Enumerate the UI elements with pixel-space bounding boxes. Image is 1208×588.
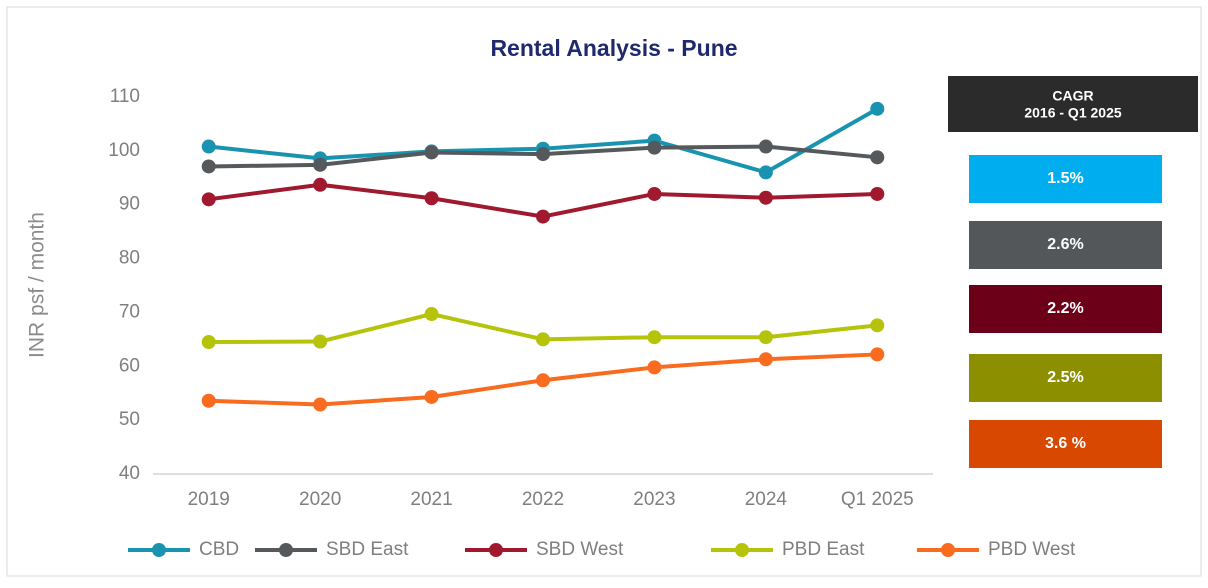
cagr-header: [948, 76, 1198, 132]
x-tick-label: 2020: [299, 489, 341, 510]
chart-title: Rental Analysis - Pune: [490, 35, 737, 61]
data-point: [424, 191, 439, 206]
data-point: [201, 335, 216, 350]
y-tick-label: 70: [119, 301, 140, 322]
data-point: [313, 397, 328, 412]
cagr-title: 2016 - Q1 2025: [1024, 105, 1122, 121]
x-tick-label: 2021: [410, 489, 452, 510]
legend-label: SBD East: [326, 539, 409, 560]
data-point: [201, 393, 216, 408]
data-point: [536, 373, 550, 388]
data-point: [647, 140, 662, 155]
legend-label: PBD East: [782, 539, 865, 560]
cagr-value: 1.5%: [1047, 170, 1083, 187]
data-point: [870, 318, 885, 333]
data-point: [313, 177, 328, 192]
y-tick-label: 110: [110, 86, 140, 107]
data-point: [647, 186, 662, 201]
data-point: [758, 165, 773, 180]
legend-marker: [152, 543, 166, 557]
data-point: [424, 145, 439, 160]
data-point: [201, 139, 216, 154]
x-tick-label: Q1 2025: [841, 489, 914, 510]
cagr-box: [969, 221, 1162, 269]
y-axis-label: INR psf / month: [26, 212, 49, 358]
cagr-value: 3.6 %: [1045, 435, 1086, 452]
data-point: [424, 389, 439, 404]
data-point: [870, 186, 885, 201]
cagr-value: 2.5%: [1047, 369, 1083, 386]
cagr-box: [969, 285, 1162, 333]
legend-label: PBD West: [988, 539, 1076, 560]
legend-label: CBD: [199, 539, 239, 560]
cagr-box: [969, 354, 1162, 402]
x-tick-label: 2023: [633, 489, 675, 510]
y-tick-label: 50: [119, 409, 140, 430]
data-point: [870, 150, 885, 165]
data-point: [201, 159, 216, 174]
legend-marker: [279, 543, 293, 557]
cagr-title: CAGR: [1052, 88, 1093, 104]
data-point: [201, 192, 216, 207]
data-point: [758, 190, 773, 205]
data-point: [647, 360, 662, 375]
data-point: [536, 147, 550, 162]
data-point: [536, 332, 550, 347]
data-point: [647, 330, 662, 345]
x-tick-label: 2019: [188, 489, 230, 510]
y-tick-label: 90: [119, 194, 140, 215]
y-tick-label: 80: [119, 248, 140, 269]
cagr-value: 2.6%: [1047, 236, 1083, 253]
x-tick-label: 2022: [522, 489, 564, 510]
data-point: [313, 334, 328, 349]
data-point: [313, 157, 328, 172]
data-point: [536, 209, 550, 224]
data-point: [758, 139, 773, 154]
y-tick-label: 60: [119, 355, 140, 376]
legend-marker: [735, 543, 749, 557]
cagr-box: [969, 420, 1162, 468]
legend-label: SBD West: [536, 539, 624, 560]
x-tick-label: 2024: [745, 489, 788, 510]
data-point: [870, 347, 885, 362]
legend-marker: [941, 543, 955, 557]
data-point: [424, 307, 439, 322]
cagr-value: 2.2%: [1047, 300, 1083, 317]
data-point: [758, 352, 773, 367]
y-tick-label: 100: [108, 140, 140, 161]
cagr-box: [969, 155, 1162, 203]
legend-marker: [489, 543, 503, 557]
data-point: [870, 101, 885, 116]
data-point: [758, 330, 773, 345]
y-tick-label: 40: [119, 463, 140, 484]
